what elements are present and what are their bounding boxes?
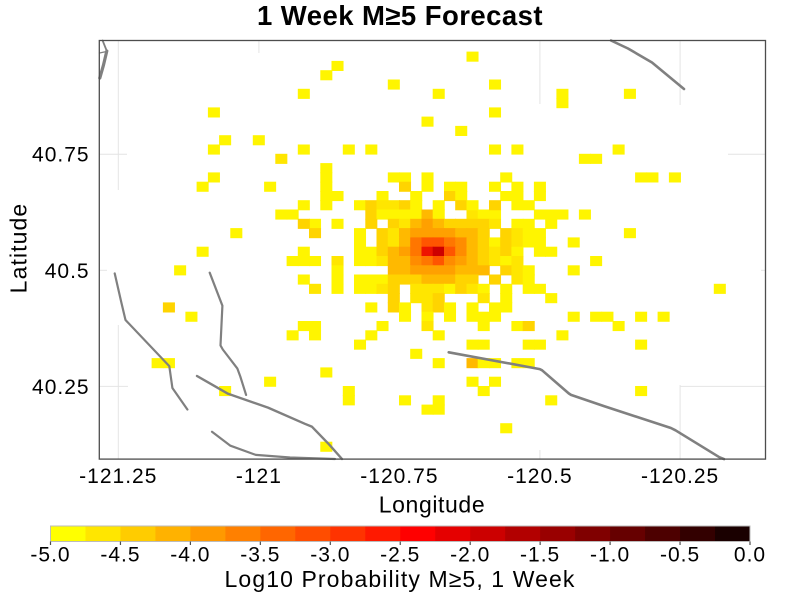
svg-text:-0.5: -0.5 [660,544,700,567]
svg-text:-1.0: -1.0 [590,544,630,567]
svg-text:-3.5: -3.5 [240,544,280,567]
svg-text:40.75: 40.75 [32,144,90,167]
svg-text:40.5: 40.5 [45,260,90,283]
svg-text:-5.0: -5.0 [30,544,70,567]
svg-text:Longitude: Longitude [379,492,485,518]
svg-text:0.0: 0.0 [734,544,766,567]
svg-text:Log10 Probability M≥5, 1 Week: Log10 Probability M≥5, 1 Week [225,566,576,592]
svg-text:Latitude: Latitude [6,203,32,294]
svg-text:-120.75: -120.75 [360,465,438,488]
svg-text:-121: -121 [236,465,282,488]
svg-text:-121.25: -121.25 [79,465,157,488]
svg-text:-4.5: -4.5 [100,544,140,567]
svg-text:-120.5: -120.5 [507,465,573,488]
svg-text:-2.5: -2.5 [380,544,420,567]
svg-text:-1.5: -1.5 [520,544,560,567]
svg-text:40.25: 40.25 [32,376,90,399]
svg-text:-120.25: -120.25 [641,465,719,488]
svg-text:1 Week M≥5 Forecast: 1 Week M≥5 Forecast [257,0,543,31]
svg-text:-2.0: -2.0 [450,544,490,567]
svg-text:-4.0: -4.0 [170,544,210,567]
svg-text:-3.0: -3.0 [310,544,350,567]
